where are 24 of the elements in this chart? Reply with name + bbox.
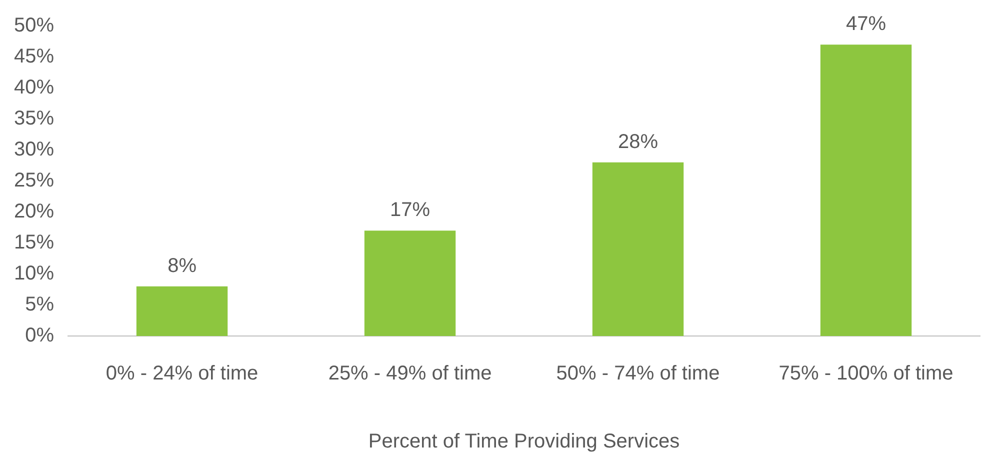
data-label: 47%: [846, 13, 886, 36]
bar: [820, 44, 912, 336]
y-tick-label: 45%: [14, 46, 54, 68]
y-tick-label: 20%: [14, 200, 54, 223]
data-label: 8%: [168, 254, 197, 277]
y-tick-label: 35%: [14, 108, 54, 130]
y-tick-label: 5%: [25, 294, 54, 316]
x-tick-label: 50% - 74% of time: [556, 362, 720, 385]
y-tick-label: 40%: [14, 76, 54, 99]
y-tick-label: 50%: [14, 14, 54, 37]
data-label: 17%: [390, 199, 430, 222]
data-label: 28%: [618, 130, 658, 153]
y-tick-label: 0%: [25, 324, 54, 347]
y-tick-label: 25%: [14, 170, 54, 192]
bar: [136, 286, 228, 336]
y-tick-label: 10%: [14, 262, 54, 285]
x-tick-label: 75% - 100% of time: [778, 362, 954, 385]
bar: [364, 230, 456, 336]
y-tick-label: 15%: [14, 232, 54, 254]
y-tick-label: 30%: [14, 138, 54, 161]
x-tick-label: 0% - 24% of time: [106, 362, 258, 385]
x-tick-label: 25% - 49% of time: [328, 362, 492, 385]
bar: [592, 162, 684, 336]
x-axis-title: Percent of Time Providing Services: [368, 430, 680, 453]
